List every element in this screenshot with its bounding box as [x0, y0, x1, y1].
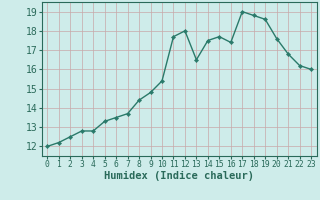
X-axis label: Humidex (Indice chaleur): Humidex (Indice chaleur): [104, 171, 254, 181]
